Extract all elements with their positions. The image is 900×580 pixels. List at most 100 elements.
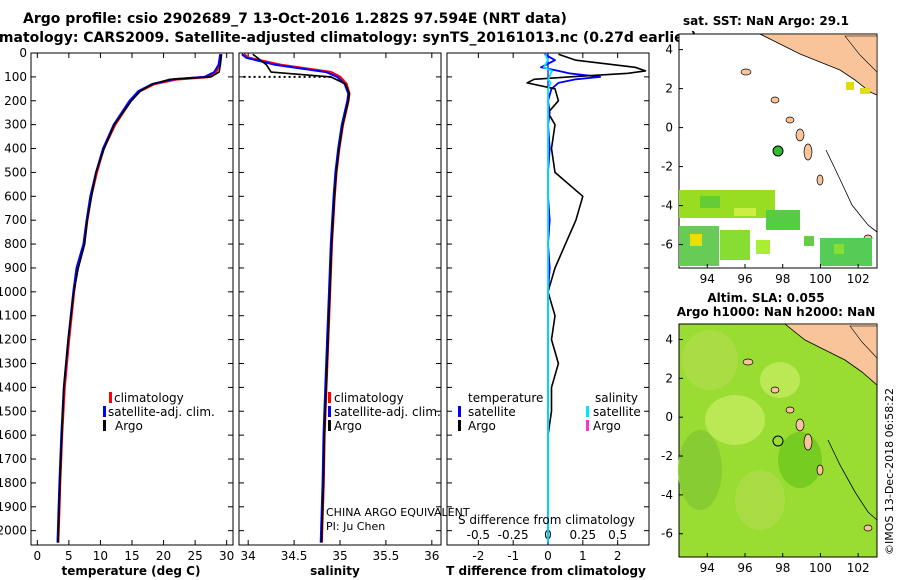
argo-position-marker [772,145,784,157]
sla-map-ticks: 94 96 98 100 102 4 2 0 -2 -4 -6 [661,333,870,575]
depth-tick-labels: 0 100 200 300 400 500 600 700 800 900 1000 1100 1200… [0,46,27,538]
depth-tick-label: 0 [19,46,27,60]
depth-tick-label: 900 [4,261,27,275]
temperature-legend: climatology satellite-adj. clim. Argo [103,391,215,433]
x-top-tick-label: 0.25 [569,528,596,542]
x-tick-label: -1 [507,549,519,563]
depth-tick-label: 400 [4,142,27,156]
x-tick-label: 35.5 [373,549,400,563]
depth-tick-label: 1900 [0,500,27,514]
depth-tick-label: 200 [4,94,27,108]
legend-s-satellite-label: satellite [593,405,641,419]
legend-satellite-swatch [103,406,106,417]
map-y-tick-label: -6 [661,527,673,541]
map-x-tick-label: 102 [847,272,870,286]
t-difference-axis-label: T difference from climatology [446,564,646,578]
depth-tick-label: 1700 [0,452,27,466]
salinity-panel: 34 34.5 35 35.5 36 [238,52,442,563]
x-tick-label: 10 [93,549,108,563]
legend-salinity-title: salinity [595,391,638,405]
x-tick-label: 34.5 [281,549,308,563]
depth-tick-label: 2000 [0,524,27,538]
sla-map: Altim. SLA: 0.055 Argo h1000: NaN h2000:… [661,291,878,575]
sla-map-title-2: Argo h1000: NaN h2000: NaN [677,305,876,319]
legend-satellite-label: satellite-adj. clim. [108,405,215,419]
sst-map: sat. SST: NaN Argo: 29.1 94 96 98 100 102 4 2 [661,14,878,286]
legend-s-argo-swatch [586,420,589,431]
depth-tick-label: 500 [4,165,27,179]
legend-climatology-label: climatology [114,391,184,405]
map-x-tick-label: 102 [847,561,870,575]
sla-peninsula [849,325,878,359]
x-top-tick-label: 0.5 [608,528,627,542]
map-x-tick-label: 94 [700,561,715,575]
x-tick-label: 0 [544,549,552,563]
x-tick-label: 5 [65,549,73,563]
watermark-line-1: CHINA ARGO EQUIVALENT [326,506,470,519]
map-x-tick-label: 96 [737,272,752,286]
map-y-tick-label: 4 [665,333,673,347]
legend-argo-swatch [328,420,331,431]
x-tick-label: 1 [579,549,587,563]
series-line-argo [57,54,223,543]
x-tick-label: 25 [187,549,202,563]
legend-t-satellite-label: satellite [468,405,516,419]
map-y-tick-label: -2 [661,160,673,174]
legend-climatology-swatch [328,392,331,403]
map-y-tick-label: -4 [661,199,673,213]
map-x-tick-label: 98 [775,272,790,286]
depth-tick-label: 1200 [0,333,27,347]
legend-climatology-swatch [109,392,112,403]
sst-map-title: sat. SST: NaN Argo: 29.1 [683,14,849,28]
map-y-tick-label: -4 [661,488,673,502]
map-y-tick-label: 4 [665,43,673,57]
legend-s-argo-label: Argo [593,419,621,433]
x-tick-label: 0 [33,549,41,563]
map-y-tick-label: 2 [665,82,673,96]
depth-tick-label: 1600 [0,428,27,442]
x-top-tick-label: -0.25 [498,528,529,542]
series-line-s-satellite [542,53,554,543]
legend-s-satellite-swatch [586,406,589,417]
imos-credit: ©IMOS 13-Dec-2018 06:58:22 [883,388,896,555]
coastline [825,149,878,233]
legend-temperature-title: temperature [468,391,543,405]
legend-satellite-swatch [328,406,331,417]
depth-tick-label: 1100 [0,309,27,323]
map-y-tick-label: -6 [661,238,673,252]
title-line-2: Climatology: CARS2009. Satellite-adjuste… [0,30,697,46]
temperature-panel: 0 5 10 15 20 25 30 [30,52,234,563]
map-x-tick-label: 100 [809,272,832,286]
depth-tick-label: 100 [4,70,27,84]
series-line-satellite-adj-clim- [241,53,350,543]
x-tick-label: 2 [614,549,622,563]
depth-tick-label: 700 [4,213,27,227]
depth-tick-label: 800 [4,237,27,251]
legend-argo-label: Argo [115,419,143,433]
map-x-tick-label: 96 [737,561,752,575]
map-x-tick-label: 98 [775,561,790,575]
depth-tick-label: 600 [4,189,27,203]
salinity-axis-label: salinity [310,564,360,578]
depth-tick-label: 1000 [0,285,27,299]
legend-argo-swatch [103,420,106,431]
depth-tick-label: 1800 [0,476,27,490]
depth-tick-label: 1500 [0,404,27,418]
series-line-argo [252,53,351,543]
malay-peninsula [844,35,878,73]
x-tick-label: -2 [472,549,484,563]
legend-t-argo-swatch [458,420,461,431]
map-x-tick-label: 94 [700,272,715,286]
map-y-tick-label: 0 [665,410,673,424]
x-tick-label: 36 [424,549,439,563]
x-tick-label: 20 [156,549,171,563]
x-tick-label: 34 [241,549,256,563]
map-y-tick-label: 2 [665,371,673,385]
difference-legend: temperature satellite Argo salinity sate… [458,391,641,433]
map-y-tick-label: -2 [661,449,673,463]
temperature-axis-label: temperature (deg C) [62,564,201,578]
title-line-1: Argo profile: csio 2902689_7 13-Oct-2016… [23,11,567,27]
series-line-t-argo [526,53,647,543]
legend-t-argo-label: Argo [468,419,496,433]
